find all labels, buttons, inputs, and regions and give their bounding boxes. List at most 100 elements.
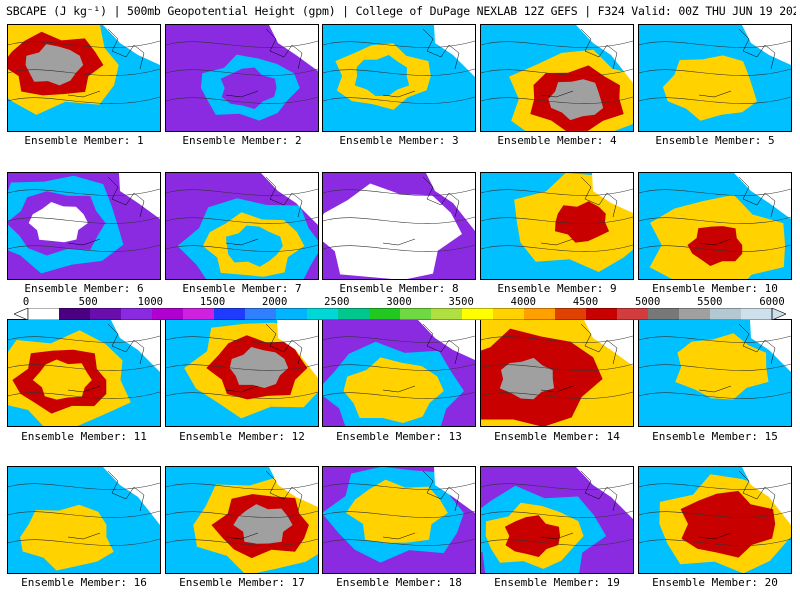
colorbar-tick-label: 3000 (386, 296, 412, 308)
colorbar-cell (710, 308, 742, 320)
height-contour-line (8, 335, 160, 343)
height-contour-line (8, 391, 160, 399)
height-contour-line (639, 244, 791, 252)
height-contour-line (481, 391, 633, 399)
cape-contour-region (220, 67, 277, 109)
height-contour-line (639, 363, 791, 371)
colorbar-tick-label: 5000 (635, 296, 661, 308)
colorbar-tick-label: 0 (22, 296, 30, 308)
no-cape-region (734, 173, 791, 219)
height-contour-line (166, 244, 318, 252)
cape-contour-region (681, 67, 740, 108)
colorbar-cell (121, 308, 153, 320)
cape-map (481, 467, 633, 573)
height-contour-line (481, 40, 633, 48)
height-contour-line (166, 335, 318, 343)
colorbar-cell (90, 308, 122, 320)
cape-contour-region (687, 226, 743, 266)
height-contour-line (639, 335, 791, 343)
cape-map (8, 173, 160, 279)
geographic-boundary (225, 176, 303, 246)
colorbar-cell (276, 308, 308, 320)
geographic-boundary (225, 28, 303, 98)
no-cape-region (103, 25, 160, 65)
cape-map (8, 467, 160, 573)
cape-map (323, 467, 475, 573)
height-contour-line (166, 40, 318, 48)
height-contour-line (166, 216, 318, 224)
ensemble-map-panel (322, 24, 476, 132)
cape-map (166, 467, 318, 573)
colorbar-cell (648, 308, 680, 320)
cape-map (166, 320, 318, 426)
height-contour-line (481, 538, 633, 546)
height-contour-line (481, 335, 633, 343)
height-contour-line (639, 96, 791, 104)
no-cape-region (742, 25, 791, 65)
height-contour-line (166, 482, 318, 490)
colorbar-left-arrow (14, 308, 29, 320)
cape-map (639, 25, 791, 131)
cape-contour-region (499, 357, 555, 400)
height-contour-line (323, 96, 475, 104)
colorbar-tick-label: 1000 (137, 296, 163, 308)
geographic-boundary (382, 28, 460, 98)
height-contour-line (639, 188, 791, 196)
colorbar-tick-label: 2500 (324, 296, 350, 308)
height-contour-line (8, 216, 160, 224)
colorbar-cell (183, 308, 215, 320)
cape-contour-region (548, 79, 604, 121)
ensemble-member-label: Ensemble Member: 6 (24, 282, 144, 295)
ensemble-map-panel (165, 172, 319, 280)
geographic-boundary (698, 176, 776, 246)
ensemble-member-label: Ensemble Member: 16 (21, 576, 147, 589)
cape-map (481, 320, 633, 426)
height-contour-line (323, 363, 475, 371)
height-contour-line (639, 68, 791, 76)
height-contour-line (166, 188, 318, 196)
colorbar-tick-label: 4500 (572, 296, 599, 308)
height-contour-line (323, 40, 475, 48)
no-cape-region (111, 320, 160, 372)
ensemble-map-panel (638, 319, 792, 427)
colorbar-cell (338, 308, 370, 320)
no-cape-region (584, 320, 633, 366)
ensemble-map-panel (322, 319, 476, 427)
ensemble-member-label: Ensemble Member: 11 (21, 430, 147, 443)
height-contour-line (323, 188, 475, 196)
cape-contour-region (233, 504, 293, 544)
colorbar-cell (431, 308, 463, 320)
height-contour-line (481, 216, 633, 224)
height-contour-line (481, 188, 633, 196)
cape-contour-region (25, 44, 84, 86)
height-contour-line (639, 510, 791, 518)
height-contour-line (481, 363, 633, 371)
ensemble-map-panel (165, 24, 319, 132)
cape-map (481, 25, 633, 131)
height-contour-line (323, 68, 475, 76)
ensemble-member-label: Ensemble Member: 10 (652, 282, 778, 295)
cape-contour-region (699, 503, 755, 545)
geographic-boundary (67, 323, 145, 393)
no-cape-region (750, 320, 791, 372)
height-contour-line (166, 96, 318, 104)
ensemble-map-panel (7, 466, 161, 574)
height-contour-line (481, 96, 633, 104)
cape-contour-region (354, 55, 410, 96)
colorbar-cell (679, 308, 711, 320)
height-contour-line (8, 363, 160, 371)
cape-contour-region (32, 359, 92, 400)
height-contour-line (8, 244, 160, 252)
height-contour-line (8, 68, 160, 76)
cape-map (323, 25, 475, 131)
height-contour-line (166, 510, 318, 518)
geographic-boundary (540, 323, 618, 393)
colorbar-cell (555, 308, 587, 320)
cape-contour-region (28, 202, 88, 243)
colorbar-cell (307, 308, 339, 320)
geographic-boundary (540, 470, 618, 540)
height-contour-line (639, 216, 791, 224)
cape-contour-region (37, 517, 95, 558)
geographic-boundary (382, 323, 460, 393)
height-contour-line (166, 538, 318, 546)
